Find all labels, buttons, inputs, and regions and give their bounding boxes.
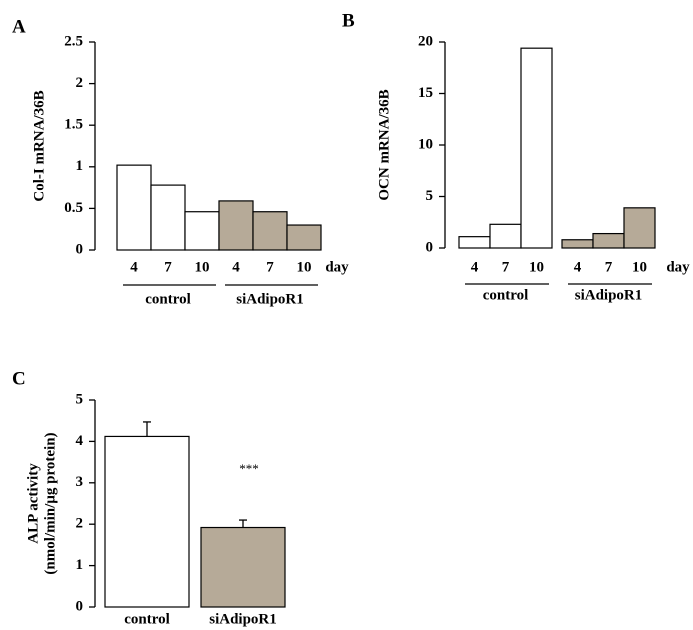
bar [489,223,522,249]
y-tick-label: 1.5 [64,117,83,133]
bar [200,526,286,608]
y-tick-label: 3 [76,474,84,490]
x-tick-label: 7 [164,259,172,275]
group-label: control [145,291,191,307]
panel-letter: C [12,368,26,389]
y-tick-label: 4 [76,433,84,449]
bar [218,200,254,251]
y-axis-label: Col-I mRNA/36B [31,90,47,201]
bar [520,47,553,249]
bar [150,184,186,251]
bar [116,164,152,251]
y-axis-label: ALP activity [25,463,41,544]
x-tick-label: 4 [232,259,240,275]
y-tick-label: 1 [76,158,84,174]
y-tick-label: 5 [426,188,434,204]
y-tick-label: 5 [76,391,84,407]
group-label: siAdipoR1 [209,611,277,627]
bar [592,232,625,249]
y-axis-label: (nmol/min/µg protein) [42,432,58,574]
bar [458,236,491,249]
y-tick-label: 10 [418,136,433,152]
group-label: control [124,611,170,627]
x-tick-label: 7 [605,259,613,275]
x-unit-label: day [325,259,349,275]
panel-letter: B [342,10,355,31]
group-label: siAdipoR1 [575,287,643,303]
x-tick-label: 10 [195,259,210,275]
x-tick-label: 7 [266,259,274,275]
y-tick-label: 0 [76,241,84,257]
y-tick-label: 0.5 [64,200,83,216]
y-tick-label: 0 [76,598,84,614]
y-tick-label: 2 [76,516,84,532]
annotation: *** [239,461,259,476]
bar [623,207,656,249]
group-label: siAdipoR1 [236,291,304,307]
bar [184,211,220,251]
y-tick-label: 0 [426,239,434,255]
y-axis-label: OCN mRNA/36B [376,89,392,200]
y-tick-label: 2 [76,75,84,91]
y-tick-label: 2.5 [64,33,83,49]
group-label: control [483,287,529,303]
x-tick-label: 10 [297,259,312,275]
x-tick-label: 4 [471,259,479,275]
x-tick-label: 10 [529,259,544,275]
panel-letter: A [12,16,26,37]
y-tick-label: 1 [76,557,84,573]
bar [561,239,594,249]
x-tick-label: 7 [502,259,510,275]
bar [286,224,322,251]
y-tick-label: 15 [418,85,433,101]
x-tick-label: 4 [574,259,582,275]
x-unit-label: day [666,259,690,275]
x-tick-label: 4 [130,259,138,275]
x-tick-label: 10 [632,259,647,275]
bar [252,211,288,251]
bar [104,435,190,608]
y-tick-label: 20 [418,33,433,49]
